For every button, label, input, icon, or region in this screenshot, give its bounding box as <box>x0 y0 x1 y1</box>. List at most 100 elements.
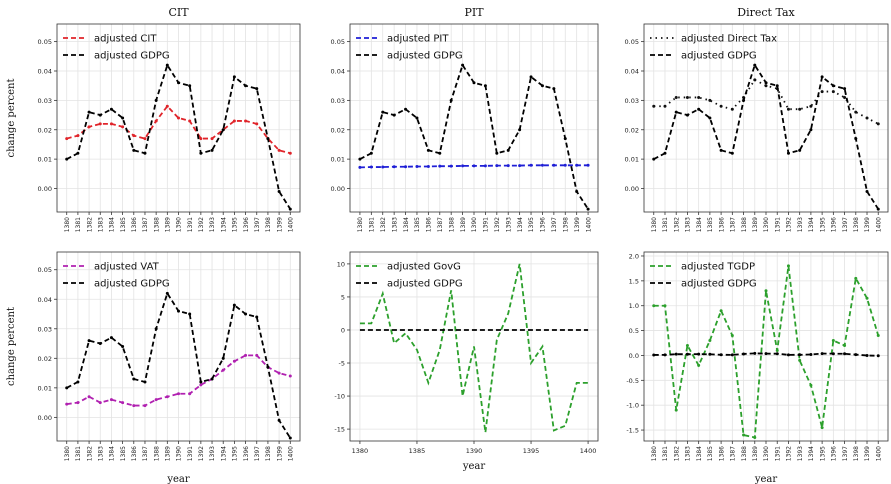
data-point-pit <box>518 164 522 168</box>
y-tick-label: 0.03 <box>38 325 52 333</box>
x-tick-label: 1396 <box>831 446 838 461</box>
data-point-pit <box>552 163 556 167</box>
y-tick-label: -0.5 <box>626 377 639 385</box>
data-point-gdpg <box>210 377 214 381</box>
x-tick-label: 1392 <box>786 217 793 232</box>
subplot-title: PIT <box>464 6 484 19</box>
x-tick-label: 1388 <box>741 217 748 232</box>
y-tick-label: 0.00 <box>625 185 639 193</box>
x-tick-label: 1391 <box>774 217 781 232</box>
x-tick-label: 1387 <box>142 217 149 232</box>
x-tick-label: 1394 <box>220 217 227 232</box>
data-point-direct <box>786 107 790 111</box>
data-point-gdpg <box>708 352 712 356</box>
legend-label: adjusted GDPG <box>94 51 170 62</box>
y-tick-label: 0.02 <box>38 355 52 363</box>
data-point-pit <box>369 165 373 169</box>
data-point-tgdp <box>652 304 656 308</box>
y-tick-label: 0.04 <box>331 68 345 76</box>
data-point-pit <box>404 165 408 169</box>
data-point-gdpg <box>65 386 69 390</box>
data-point-tgdp <box>697 363 701 367</box>
data-point-gdpg <box>685 113 689 117</box>
x-tick-label: 1387 <box>730 446 737 461</box>
x-tick-label: 1395 <box>528 217 535 232</box>
data-point-vat <box>98 401 102 405</box>
data-point-cit <box>177 116 180 120</box>
data-point-pit <box>506 164 510 168</box>
legend-label: adjusted CIT <box>94 34 157 45</box>
x-tick-label: 1390 <box>763 446 770 461</box>
data-point-vat <box>277 371 281 375</box>
data-point-gdpg <box>461 63 465 67</box>
x-tick-label: 1382 <box>673 217 680 232</box>
x-tick-label: 1400 <box>875 446 882 461</box>
data-point-gdpg <box>392 113 396 117</box>
data-point-pit <box>358 165 362 169</box>
x-tick-label: 1384 <box>696 217 703 232</box>
y-tick-label: -1.0 <box>626 402 639 410</box>
data-point-gdpg <box>742 352 746 356</box>
data-point-vat <box>188 392 192 396</box>
x-tick-label: 1395 <box>819 217 826 232</box>
data-point-gdpg <box>775 84 779 88</box>
x-tick-label: 1393 <box>797 446 804 461</box>
x-tick-label: 1397 <box>551 217 558 232</box>
data-point-cit <box>288 151 292 155</box>
data-point-gdpg <box>266 365 270 369</box>
legend-label: adjusted PIT <box>387 34 449 45</box>
x-tick-label: 1380 <box>64 446 71 461</box>
data-point-gdpg <box>109 107 113 111</box>
data-point-gdpg <box>438 151 442 155</box>
data-point-tgdp <box>786 264 790 268</box>
x-tick-label: 1383 <box>685 446 692 461</box>
x-tick-label: 1391 <box>774 446 781 461</box>
x-tick-label: 1386 <box>718 217 725 232</box>
y-tick-label: 0.04 <box>38 296 52 304</box>
data-point-gdpg <box>98 342 102 346</box>
y-tick-label: 0.5 <box>629 327 639 335</box>
x-tick-label: 1400 <box>875 217 882 232</box>
x-tick-label: 1382 <box>86 217 93 232</box>
data-point-gdpg <box>865 354 869 358</box>
x-tick-label: 1397 <box>842 217 849 232</box>
x-tick-label: 1392 <box>494 217 501 232</box>
data-point-gdpg <box>404 107 408 111</box>
x-tick-label: 1385 <box>414 217 421 232</box>
data-point-gdpg <box>697 352 701 356</box>
y-tick-label: 0.04 <box>38 68 52 76</box>
x-tick-label: 1380 <box>651 446 658 461</box>
legend-label: adjusted GovG <box>387 262 461 273</box>
data-point-vat <box>255 353 259 357</box>
y-tick-label: -15 <box>334 426 345 434</box>
x-tick-label: 1394 <box>808 217 815 232</box>
data-point-gdpg <box>76 151 80 155</box>
x-tick-label: 1385 <box>409 447 426 455</box>
x-axis-label: year <box>166 474 190 484</box>
x-tick-label: 1383 <box>685 217 692 232</box>
data-point-cit <box>277 148 281 152</box>
x-tick-label: 1388 <box>153 217 160 232</box>
data-point-vat <box>87 395 91 399</box>
data-point-gdpg <box>674 110 678 114</box>
x-tick-label: 1396 <box>540 217 547 232</box>
data-point-gdpg <box>854 353 858 357</box>
data-point-gdpg <box>854 137 858 141</box>
data-point-pit <box>472 164 476 168</box>
data-point-tgdp <box>843 344 847 348</box>
data-point-gdpg <box>786 353 790 357</box>
x-tick-label: 1394 <box>517 217 524 232</box>
data-point-tgdp <box>798 358 802 362</box>
x-tick-label: 1389 <box>460 217 467 232</box>
data-point-gdpg <box>232 75 236 79</box>
x-tick-label: 1396 <box>243 446 250 461</box>
data-point-vat <box>177 392 180 396</box>
data-point-tgdp <box>742 433 746 437</box>
data-point-gdpg <box>210 148 214 152</box>
data-point-gdpg <box>266 137 270 141</box>
data-point-tgdp <box>719 309 723 313</box>
data-point-cit <box>165 104 169 108</box>
data-point-vat <box>154 398 158 402</box>
x-tick-label: 1380 <box>352 447 369 455</box>
x-tick-label: 1395 <box>819 446 826 461</box>
